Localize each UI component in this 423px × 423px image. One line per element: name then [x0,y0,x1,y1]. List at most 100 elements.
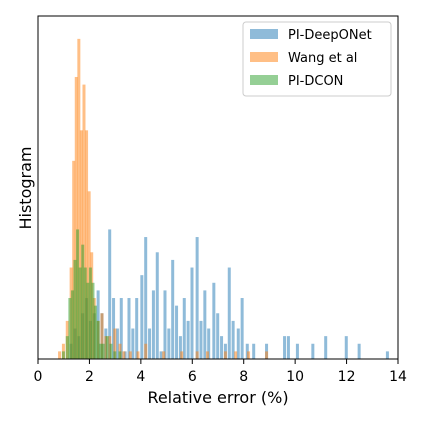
bar-wang-et-al-29 [247,351,251,359]
bar-pi-deeponet-41 [231,320,235,359]
bar-pi-dcon-19 [118,351,122,359]
bar-wang-et-al-20 [128,351,132,359]
x-tick-label-4: 8 [239,369,248,385]
bar-pi-deeponet-30 [186,320,190,359]
bar-pi-dcon-16 [105,336,109,359]
bar-wang-et-al-9 [85,130,89,359]
bar-wang-et-al-26 [205,351,209,359]
bar-wang-et-al-0 [58,351,62,359]
bar-wang-et-al-28 [234,351,238,359]
bar-pi-dcon-12 [94,305,98,359]
plot-frame [37,15,399,360]
bar-pi-dcon-5 [76,229,80,359]
bar-pi-deeponet-16 [131,328,135,359]
bar-pi-deeponet-54 [385,351,389,359]
bar-pi-deeponet-21 [151,290,155,359]
bar-pi-deeponet-53 [357,343,361,359]
bar-wang-et-al-30 [265,351,269,359]
bar-wang-et-al-21 [136,351,140,359]
bar-wang-et-al-23 [162,351,166,359]
x-tick-label-0: 0 [34,369,43,385]
bar-pi-dcon-15 [101,343,105,359]
bar-pi-deeponet-47 [283,336,287,359]
bar-pi-deeponet-43 [240,298,244,359]
bar-wang-et-al-14 [100,313,104,359]
x-tick-label-7: 14 [389,369,407,385]
bar-pi-dcon-17 [109,343,113,359]
bar-pi-dcon-6 [78,267,82,359]
bar-pi-deeponet-40 [227,267,231,359]
legend-swatch-pi-dcon [250,75,278,85]
bar-pi-dcon-2 [68,298,72,359]
bar-pi-deeponet-29 [182,298,186,359]
bar-pi-deeponet-42 [236,328,240,359]
x-tick-label-3: 6 [188,369,197,385]
bar-pi-deeponet-17 [135,298,139,359]
x-tick-label-1: 2 [85,369,94,385]
bar-pi-deeponet-24 [163,290,167,359]
bar-wang-et-al-17 [113,328,117,359]
bar-pi-dcon-11 [91,282,95,359]
bar-pi-dcon-18 [113,351,117,359]
bar-wang-et-al-6 [77,38,81,359]
legend-swatch-wang-et-al [250,52,278,62]
legend-box [242,21,392,97]
y-axis-label: Histogram [16,147,35,230]
bar-pi-deeponet-49 [295,343,299,359]
bar-wang-et-al-7 [79,130,83,359]
bar-pi-dcon-1 [65,336,69,359]
x-tick-label-5: 10 [286,369,304,385]
x-tick-label-6: 12 [338,369,356,385]
bar-pi-dcon-8 [83,267,87,359]
bar-pi-deeponet-52 [344,336,348,359]
legend: PI-DeepONet Wang et al PI-DCON [242,21,392,97]
bar-wang-et-al-5 [74,76,78,359]
legend-label-pi-deeponet: PI-DeepONet [288,28,372,43]
bars-layer [58,38,389,359]
bar-pi-dcon-3 [70,290,74,359]
legend-label-pi-dcon: PI-DCON [288,74,343,89]
bar-pi-dcon-7 [81,244,85,359]
bar-pi-deeponet-51 [324,336,328,359]
bar-pi-deeponet-22 [155,252,159,359]
bar-pi-dcon-13 [96,320,100,359]
bar-pi-dcon-10 [88,267,92,359]
bar-pi-deeponet-19 [144,237,148,359]
bar-pi-deeponet-31 [190,267,194,359]
bar-pi-deeponet-15 [127,298,131,359]
bar-pi-deeponet-37 [216,313,220,359]
bar-pi-dcon-0 [61,351,65,359]
bar-pi-deeponet-35 [207,328,211,359]
bar-pi-deeponet-28 [178,336,182,359]
bar-wang-et-al-19 [122,351,126,359]
bar-pi-deeponet-36 [212,282,216,359]
bar-wang-et-al-8 [82,84,86,359]
bar-wang-et-al-25 [195,351,199,359]
bar-wang-et-al-27 [223,351,227,359]
bar-pi-deeponet-10 [108,229,112,359]
bar-pi-deeponet-18 [140,275,144,359]
bar-pi-deeponet-12 [115,328,119,359]
x-tick-label-2: 4 [136,369,145,385]
bar-pi-dcon-14 [99,343,103,359]
legend-label-wang-et-al: Wang et al [288,51,357,66]
bar-pi-deeponet-34 [203,290,207,359]
bar-pi-deeponet-13 [119,298,123,359]
bar-wang-et-al-22 [144,343,148,359]
bar-pi-dcon-9 [86,282,90,359]
bar-pi-deeponet-27 [175,305,179,359]
bar-wang-et-al-24 [180,351,184,359]
bar-pi-deeponet-20 [148,328,152,359]
bar-pi-deeponet-25 [167,328,171,359]
bar-pi-deeponet-45 [252,343,256,359]
legend-swatch-pi-deeponet [250,29,278,39]
bar-pi-dcon-4 [73,259,77,359]
x-axis-label: Relative error (%) [147,388,288,407]
bar-pi-deeponet-48 [286,336,290,359]
bar-pi-deeponet-32 [195,237,199,359]
bar-pi-deeponet-38 [220,336,224,359]
bar-pi-deeponet-33 [199,320,203,359]
bar-pi-deeponet-23 [159,351,163,359]
bar-pi-deeponet-50 [311,343,315,359]
